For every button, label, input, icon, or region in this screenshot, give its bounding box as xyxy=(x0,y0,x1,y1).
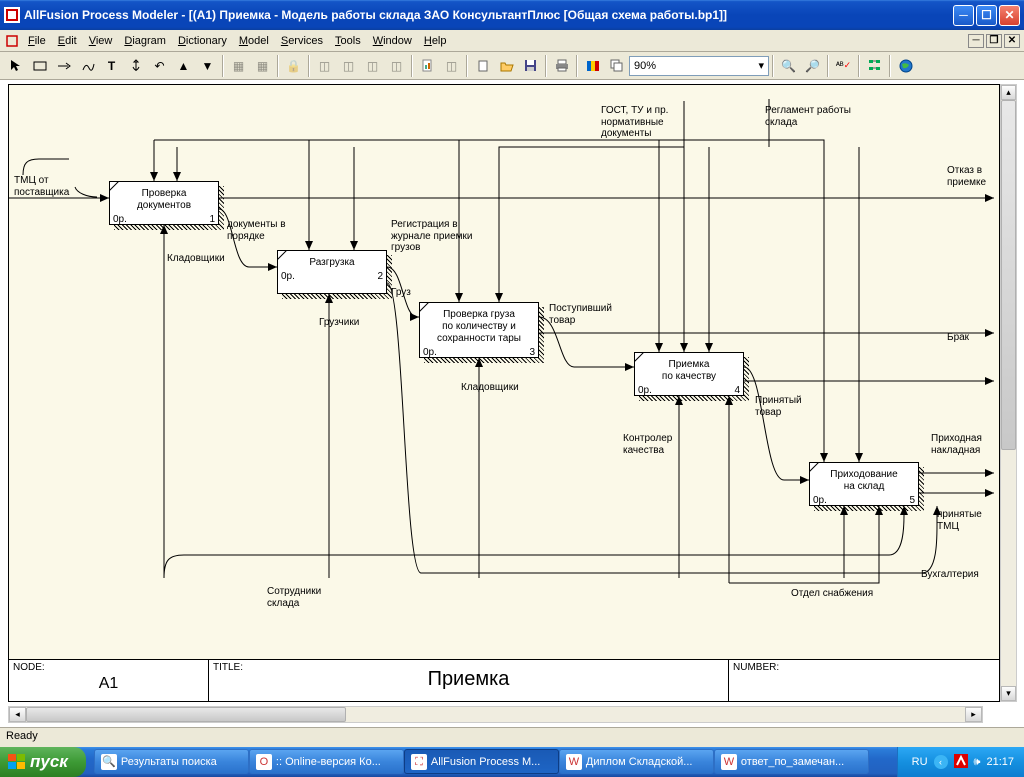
taskbar-button[interactable]: WДиплом Складской... xyxy=(559,749,714,774)
menu-window[interactable]: Window xyxy=(367,33,418,49)
mdi-restore-button[interactable]: ❐ xyxy=(986,34,1002,48)
app-icon xyxy=(4,7,20,23)
activity-box-1[interactable]: Проверкадокументов 0р.1 xyxy=(109,181,219,225)
footer-number-cell: NUMBER: xyxy=(729,660,999,701)
diagram-label: Принятый товар xyxy=(755,395,802,418)
diagram-label: Бухгалтерия xyxy=(921,569,979,581)
anchor-tool[interactable] xyxy=(124,55,147,77)
tb-icon-5[interactable]: ◫ xyxy=(361,55,384,77)
save-icon[interactable] xyxy=(519,55,542,77)
menu-dictionary[interactable]: Dictionary xyxy=(172,33,233,49)
globe-icon[interactable] xyxy=(894,55,917,77)
diagram-label: Брак xyxy=(947,332,969,344)
squiggle-tool[interactable] xyxy=(76,55,99,77)
menu-file[interactable]: File xyxy=(22,33,52,49)
triangle-down-icon[interactable]: ▼ xyxy=(196,55,219,77)
tb-icon-8[interactable]: ◫ xyxy=(440,55,463,77)
activity-box-4[interactable]: Приемкапо качеству 0р.4 xyxy=(634,352,744,396)
lock-icon[interactable]: 🔒 xyxy=(282,55,305,77)
taskbar-button[interactable]: ⛶AllFusion Process M... xyxy=(404,749,559,774)
tb-report-icon[interactable] xyxy=(416,55,439,77)
maximize-button[interactable]: ☐ xyxy=(976,5,997,26)
tree-icon[interactable] xyxy=(863,55,886,77)
diagram-label: Поступивший товар xyxy=(549,303,612,326)
diagram-label: Контролер качества xyxy=(623,433,672,456)
footer-title-cell: TITLE: Приемка xyxy=(209,660,729,701)
diagram-label: Сотрудники склада xyxy=(267,586,321,609)
mdi-close-button[interactable]: ✕ xyxy=(1004,34,1020,48)
diagram-label: Регламент работы склада xyxy=(765,105,851,128)
tb-icon-1[interactable]: ▦ xyxy=(227,55,250,77)
text-tool[interactable]: T xyxy=(100,55,123,77)
diagram-label: Кладовщики xyxy=(167,253,225,265)
diagram-label: Регистрация в журнале приемки грузов xyxy=(391,219,472,254)
diagram-label: принятые ТМЦ xyxy=(937,509,982,532)
menu-edit[interactable]: Edit xyxy=(52,33,83,49)
system-tray[interactable]: RU ‹ 🕪 21:17 xyxy=(897,747,1024,777)
status-text: Ready xyxy=(6,730,38,742)
taskbar-button[interactable]: Wответ_по_замечан... xyxy=(714,749,869,774)
zoom-in-icon[interactable]: 🔍 xyxy=(777,55,800,77)
zoom-tool-icon[interactable]: 🔎 xyxy=(801,55,824,77)
minimize-button[interactable]: ─ xyxy=(953,5,974,26)
tb-icon-3[interactable]: ◫ xyxy=(313,55,336,77)
diagram-label: документы в порядке xyxy=(227,219,286,242)
activity-box-5[interactable]: Приходованиена склад 0р.5 xyxy=(809,462,919,506)
diagram-label: Отдел снабжения xyxy=(791,588,873,600)
taskbar: пуск 🔍Результаты поискаO:: Online-версия… xyxy=(0,747,1024,777)
undo-arrow-icon[interactable]: ↶ xyxy=(148,55,171,77)
tb-icon-2[interactable]: ▦ xyxy=(251,55,274,77)
vertical-scrollbar[interactable]: ▴ ▾ xyxy=(1000,84,1017,702)
flag-icon[interactable] xyxy=(581,55,604,77)
diagram-label: ТМЦ от поставщика xyxy=(14,175,69,198)
taskbar-button[interactable]: O:: Online-версия Ко... xyxy=(249,749,404,774)
open-icon[interactable] xyxy=(495,55,518,77)
toolbar: T ↶ ▲ ▼ ▦ ▦ 🔒 ◫ ◫ ◫ ◫ ◫ 90%▾ 🔍 🔎 ᴬᴮ✓ xyxy=(0,52,1024,80)
spellcheck-icon[interactable]: ᴬᴮ✓ xyxy=(832,55,855,77)
menu-diagram[interactable]: Diagram xyxy=(118,33,172,49)
triangle-up-icon[interactable]: ▲ xyxy=(172,55,195,77)
statusbar: Ready xyxy=(0,727,1024,747)
stack-icon[interactable] xyxy=(605,55,628,77)
footer-node-cell: NODE: A1 xyxy=(9,660,209,701)
zoom-combo[interactable]: 90%▾ xyxy=(629,56,769,76)
diagram-label: ГОСТ, ТУ и пр. нормативные документы xyxy=(601,105,668,140)
diagram-label: Груз xyxy=(391,287,411,299)
titlebar: AllFusion Process Modeler - [(A1) Приемк… xyxy=(0,0,1024,30)
menu-app-icon xyxy=(4,33,20,49)
close-button[interactable]: ✕ xyxy=(999,5,1020,26)
menu-view[interactable]: View xyxy=(83,33,119,49)
menu-services[interactable]: Services xyxy=(275,33,329,49)
arrow-tool[interactable] xyxy=(52,55,75,77)
pointer-tool[interactable] xyxy=(4,55,27,77)
diagram-label: Отказ в приемке xyxy=(947,165,986,188)
diagram[interactable]: Проверкадокументов 0р.1 Разгрузка 0р.2 П… xyxy=(8,84,1000,702)
tray-chevron-icon[interactable]: ‹ xyxy=(934,755,948,769)
diagram-footer: NODE: A1 TITLE: Приемка NUMBER: xyxy=(9,659,999,701)
activity-box-2[interactable]: Разгрузка 0р.2 xyxy=(277,250,387,294)
tray-clock[interactable]: 21:17 xyxy=(986,756,1014,768)
diagram-label: Кладовщики xyxy=(461,382,519,394)
tb-icon-4[interactable]: ◫ xyxy=(337,55,360,77)
menubar: FileEditViewDiagramDictionaryModelServic… xyxy=(0,30,1024,52)
activity-box-3[interactable]: Проверка грузапо количеству исохранности… xyxy=(419,302,539,358)
activity-tool[interactable] xyxy=(28,55,51,77)
lang-indicator[interactable]: RU xyxy=(912,756,928,768)
horizontal-scrollbar[interactable]: ◂ ▸ xyxy=(8,706,983,723)
diagram-label: Приходная накладная xyxy=(931,433,982,456)
taskbar-button[interactable]: 🔍Результаты поиска xyxy=(94,749,249,774)
window-title: AllFusion Process Modeler - [(A1) Приемк… xyxy=(24,8,953,22)
mdi-minimize-button[interactable]: ─ xyxy=(968,34,984,48)
menu-help[interactable]: Help xyxy=(418,33,453,49)
new-icon[interactable] xyxy=(471,55,494,77)
menu-tools[interactable]: Tools xyxy=(329,33,367,49)
tb-icon-6[interactable]: ◫ xyxy=(385,55,408,77)
menu-model[interactable]: Model xyxy=(233,33,275,49)
print-icon[interactable] xyxy=(550,55,573,77)
tray-volume-icon[interactable]: 🕪 xyxy=(974,756,981,769)
canvas-area[interactable]: Проверкадокументов 0р.1 Разгрузка 0р.2 П… xyxy=(0,80,1024,727)
start-button[interactable]: пуск xyxy=(0,747,86,777)
diagram-label: Грузчики xyxy=(319,317,359,329)
